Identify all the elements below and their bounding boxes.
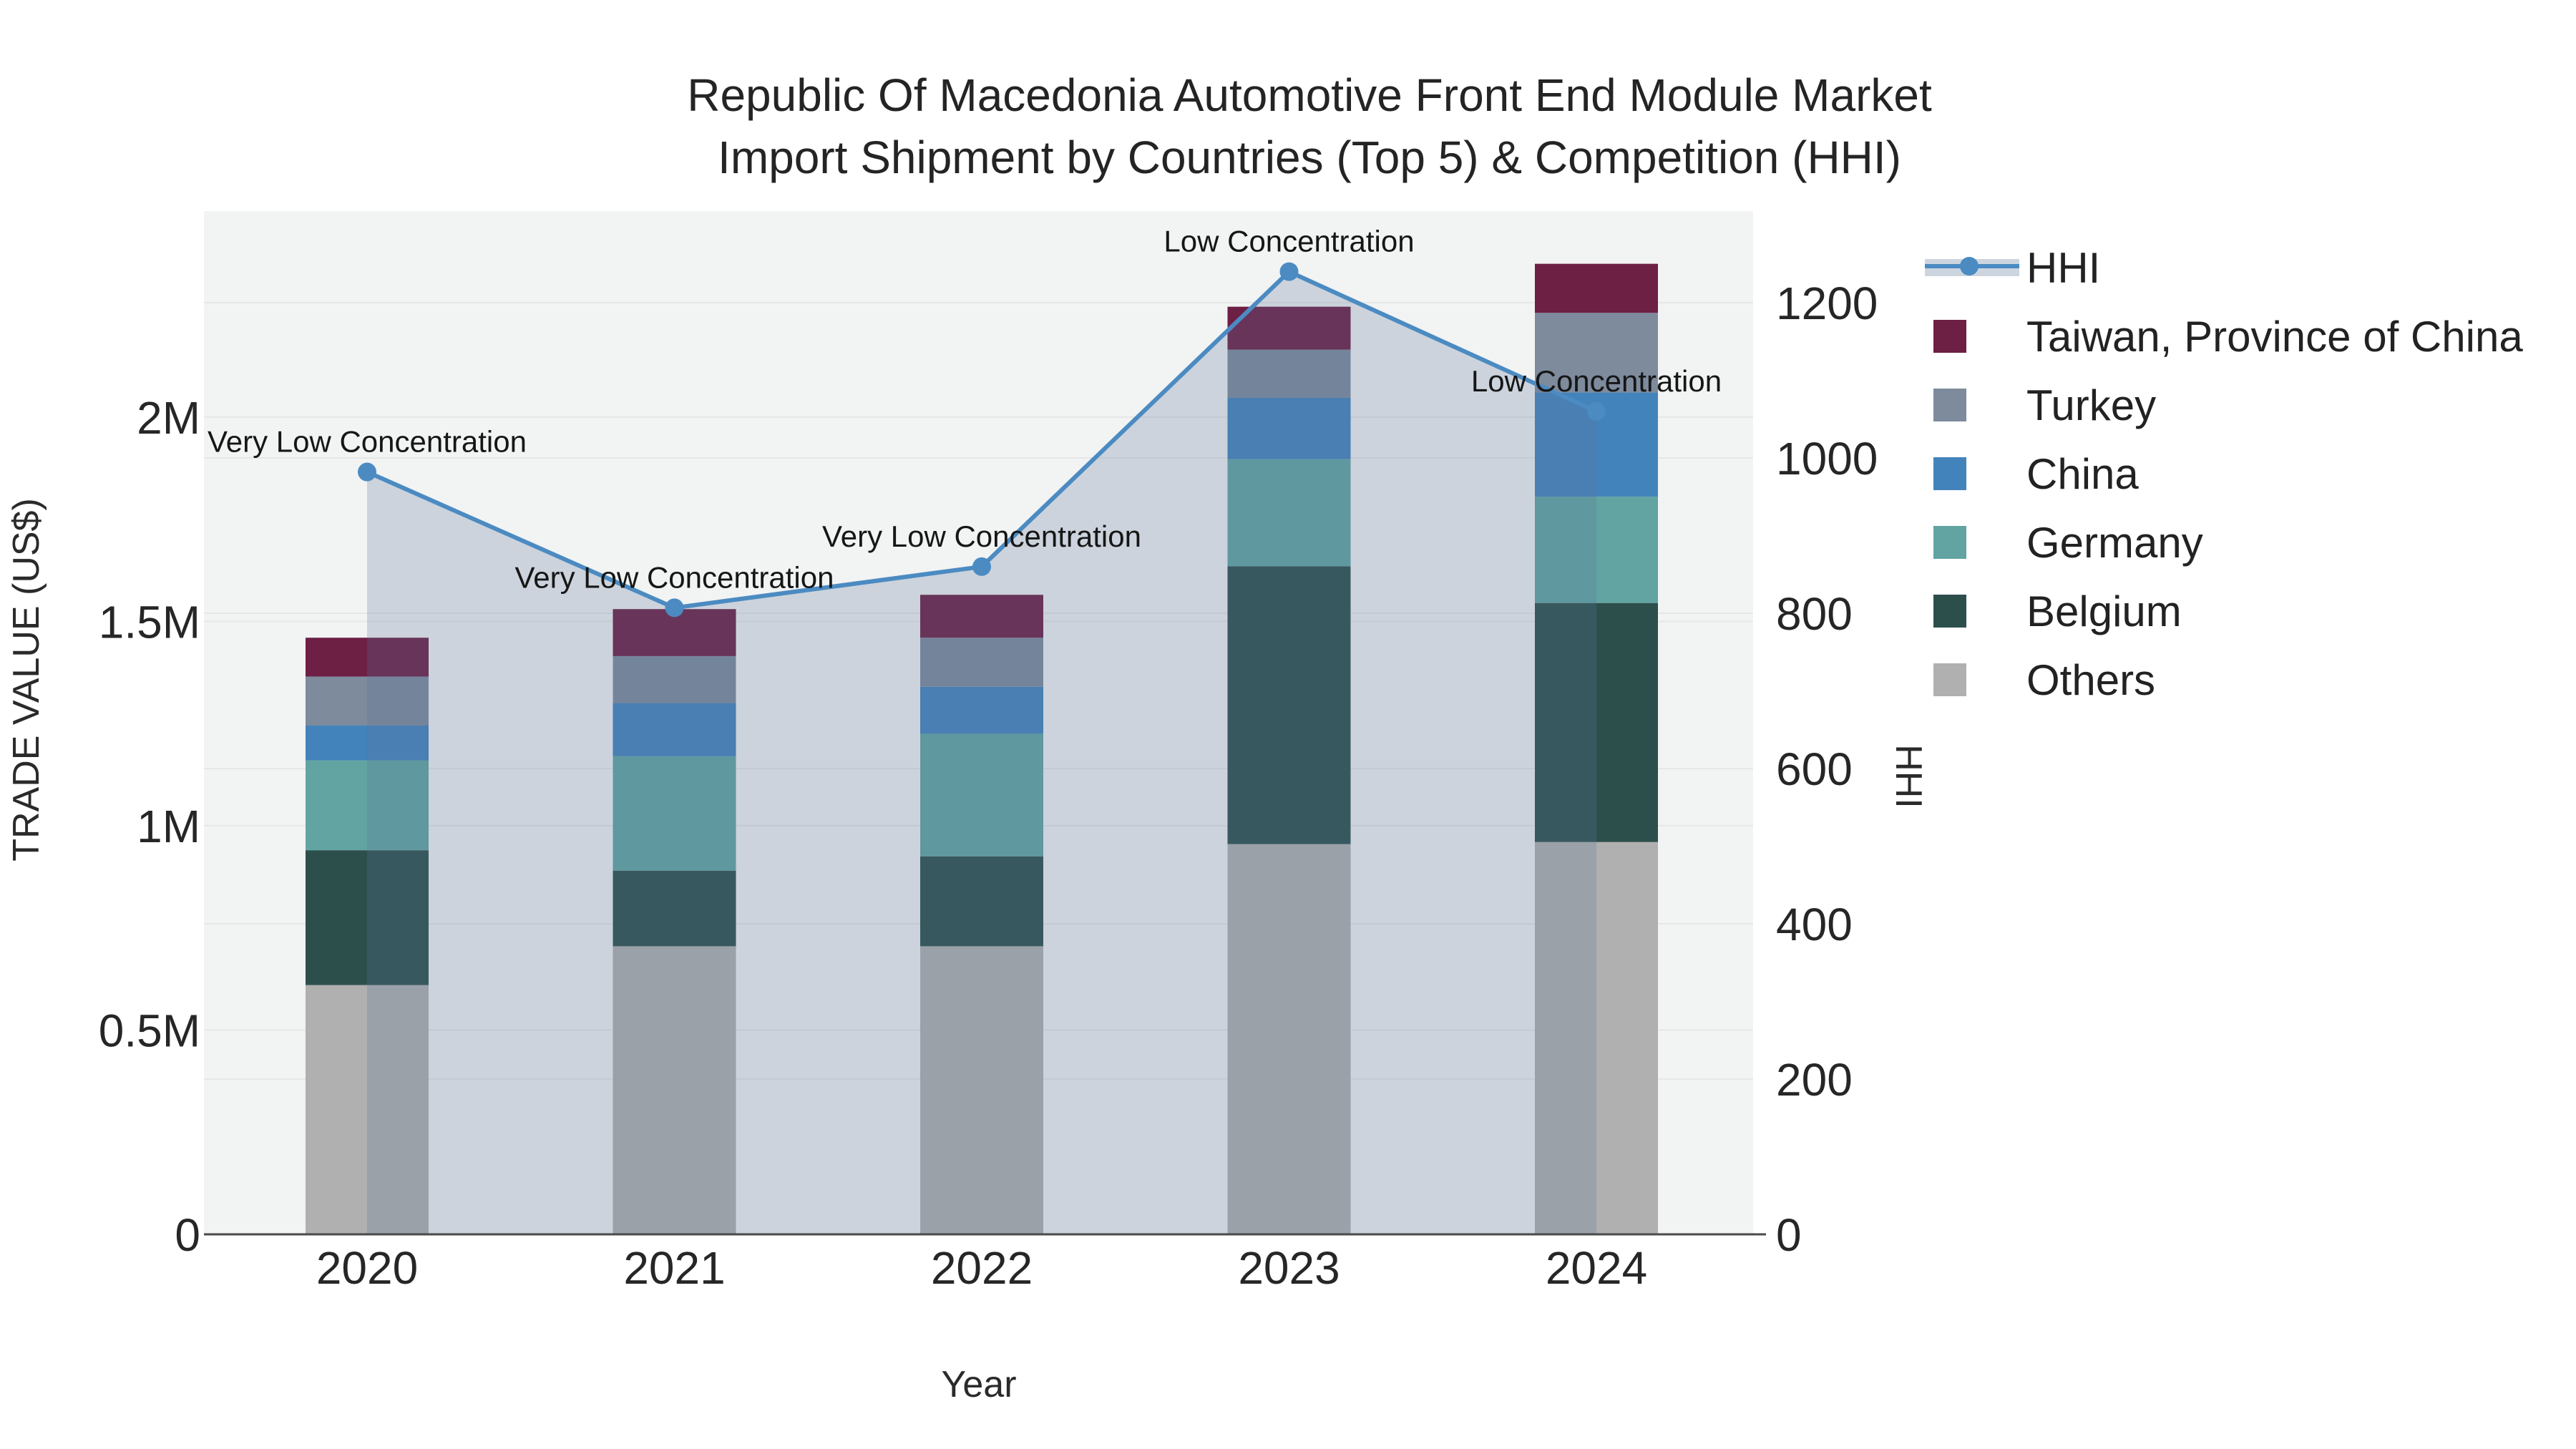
x-tick-2023: 2023 xyxy=(1238,1242,1340,1294)
x-tick-2021: 2021 xyxy=(623,1242,725,1294)
legend-item-hhi[interactable]: HHI xyxy=(1925,244,2100,292)
bar-segment-2023-others xyxy=(1227,844,1351,1234)
y-left-tick-0: 0 xyxy=(175,1209,200,1261)
hhi-area-layer xyxy=(367,271,1596,1235)
hhi-area-fill xyxy=(367,271,1596,1235)
annotation-2023: Low Concentration xyxy=(1163,225,1414,258)
hhi-marker-2022 xyxy=(972,557,991,576)
y-axis-left-title: TRADE VALUE (US$) xyxy=(6,498,47,862)
bar-segment-2022-others xyxy=(920,946,1043,1234)
y-right-tick-600: 600 xyxy=(1776,743,1853,795)
y-axis-right-title: HHI xyxy=(1888,744,1929,809)
legend-item-turkey[interactable]: Turkey xyxy=(1933,381,2156,429)
bar-segment-2024-germany xyxy=(1535,497,1658,603)
chart-title-line1: Republic Of Macedonia Automotive Front E… xyxy=(687,69,1932,121)
y-left-tick-1M: 1M xyxy=(137,801,200,852)
bar-segment-2021-others xyxy=(613,946,736,1234)
legend-swatch-germany xyxy=(1933,526,1966,559)
legend-label-turkey: Turkey xyxy=(2026,381,2156,429)
x-axis-title: Year xyxy=(941,1364,1016,1405)
bar-segment-2021-china xyxy=(613,703,736,756)
legend-label-belgium: Belgium xyxy=(2026,587,2182,635)
y-right-tick-200: 200 xyxy=(1776,1054,1853,1106)
hhi-marker-2023 xyxy=(1279,262,1299,281)
hhi-marker-2024 xyxy=(1587,401,1606,421)
bar-segment-2023-turkey xyxy=(1227,349,1351,398)
legend-swatch-turkey xyxy=(1933,389,1966,421)
bar-layer xyxy=(306,263,1658,1234)
bar-segment-2020-taiwan-province-of-china xyxy=(306,638,429,677)
bar-segment-2022-taiwan-province-of-china xyxy=(920,595,1043,638)
legend-label-taiwan-province-of-china: Taiwan, Province of China xyxy=(2026,313,2523,361)
legend: HHI Taiwan, Province of China Turkey China G… xyxy=(1925,244,2523,704)
annotation-2020: Very Low Concentration xyxy=(208,425,527,459)
bar-segment-2022-china xyxy=(920,686,1043,734)
legend-label-germany: Germany xyxy=(2026,519,2203,567)
bar-segment-2024-taiwan-province-of-china xyxy=(1535,263,1658,313)
hhi-line-layer xyxy=(358,262,1606,618)
annotation-2022: Very Low Concentration xyxy=(822,519,1141,553)
legend-swatch-taiwan-province-of-china xyxy=(1933,320,1966,353)
bar-segment-2020-germany xyxy=(306,760,429,851)
y-right-tick-1000: 1000 xyxy=(1776,433,1878,484)
legend-label-others: Others xyxy=(2026,656,2155,704)
bar-segment-2024-turkey xyxy=(1535,313,1658,393)
bar-segment-2024-belgium xyxy=(1535,602,1658,842)
y-right-tick-400: 400 xyxy=(1776,899,1853,950)
legend-item-china[interactable]: China xyxy=(1933,450,2139,498)
legend-swatch-others xyxy=(1933,663,1966,696)
legend-swatch-belgium xyxy=(1933,595,1966,628)
y-left-tick-2M: 2M xyxy=(137,392,200,444)
annotation-2024: Low Concentration xyxy=(1471,364,1722,398)
y-left-tick-1.5M: 1.5M xyxy=(99,596,200,648)
x-tick-2024: 2024 xyxy=(1546,1242,1647,1294)
axis-layer: 0 0.5M 1M 1.5M 2M 0 200 400 600 800 1000 1200 2020 20… xyxy=(99,278,1878,1294)
hhi-marker-2021 xyxy=(665,598,684,618)
legend-item-germany[interactable]: Germany xyxy=(1933,519,2203,567)
bar-segment-2022-germany xyxy=(920,733,1043,857)
annotation-2021: Very Low Concentration xyxy=(515,560,834,594)
x-tick-2022: 2022 xyxy=(931,1242,1033,1294)
legend-item-belgium[interactable]: Belgium xyxy=(1933,587,2182,635)
chart-title-line2: Import Shipment by Countries (Top 5) & C… xyxy=(718,132,1901,183)
legend-label-hhi: HHI xyxy=(2026,244,2100,292)
hhi-marker-swatch-icon xyxy=(1960,257,1979,275)
annotation-layer: Very Low Concentration Very Low Concentra… xyxy=(208,225,1722,595)
bar-segment-2022-belgium xyxy=(920,856,1043,947)
bar-segment-2023-belgium xyxy=(1227,566,1351,844)
bar-segment-2020-turkey xyxy=(306,676,429,726)
bar-segment-2022-turkey xyxy=(920,638,1043,687)
legend-item-others[interactable]: Others xyxy=(1933,656,2155,704)
bar-segment-2021-germany xyxy=(613,756,736,871)
y-right-tick-1200: 1200 xyxy=(1776,278,1878,329)
legend-item-taiwan-province-of-china[interactable]: Taiwan, Province of China xyxy=(1933,313,2523,361)
y-left-tick-0.5M: 0.5M xyxy=(99,1005,200,1056)
hhi-marker-2020 xyxy=(358,462,376,482)
y-right-tick-0: 0 xyxy=(1776,1209,1802,1261)
legend-label-china: China xyxy=(2026,450,2139,498)
bar-segment-2024-others xyxy=(1535,841,1658,1234)
bar-segment-2020-china xyxy=(306,725,429,761)
x-tick-2020: 2020 xyxy=(316,1242,418,1294)
bar-segment-2021-belgium xyxy=(613,870,736,947)
bar-segment-2021-turkey xyxy=(613,655,736,703)
bar-segment-2023-china xyxy=(1227,397,1351,459)
y-right-tick-800: 800 xyxy=(1776,588,1853,640)
bar-segment-2020-belgium xyxy=(306,850,429,985)
legend-swatch-china xyxy=(1933,457,1966,490)
bar-segment-2020-others xyxy=(306,985,429,1234)
bar-segment-2023-germany xyxy=(1227,459,1351,567)
